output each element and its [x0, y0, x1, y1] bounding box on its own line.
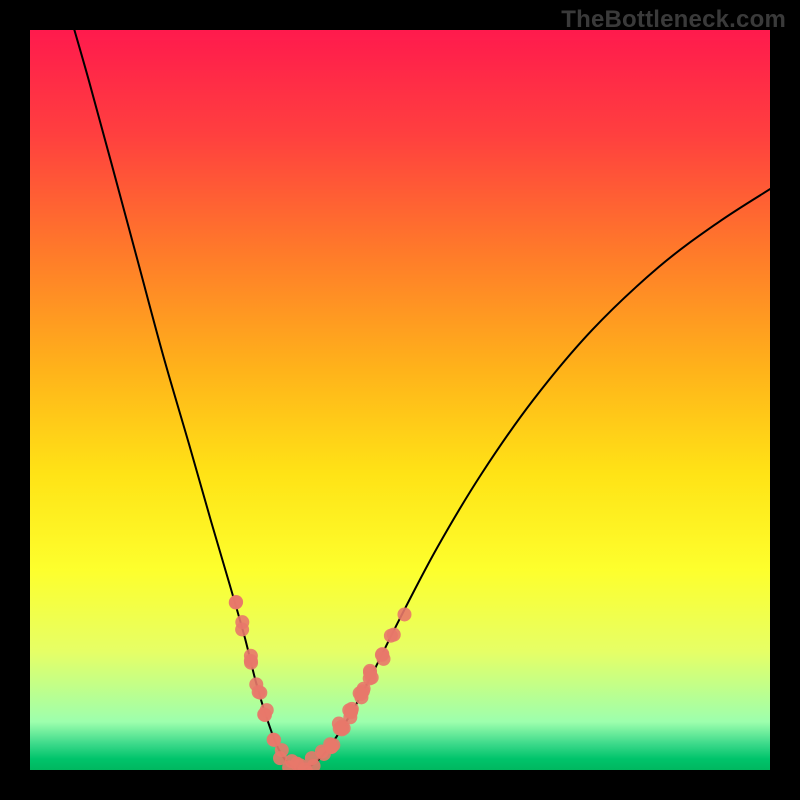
scatter-point — [375, 647, 389, 661]
scatter-point — [363, 671, 377, 685]
plot-area — [30, 30, 770, 770]
scatter-point — [244, 656, 258, 670]
scatter-point — [235, 615, 249, 629]
scatter-point — [252, 685, 266, 699]
scatter-point — [229, 595, 243, 609]
chart-frame: TheBottleneck.com — [0, 0, 800, 800]
scatter-point — [260, 703, 274, 717]
gradient-background — [30, 30, 770, 770]
scatter-point — [324, 740, 338, 754]
scatter-point — [345, 702, 359, 716]
chart-svg — [30, 30, 770, 770]
scatter-point — [397, 607, 411, 621]
scatter-point — [384, 629, 398, 643]
scatter-point — [275, 743, 289, 757]
